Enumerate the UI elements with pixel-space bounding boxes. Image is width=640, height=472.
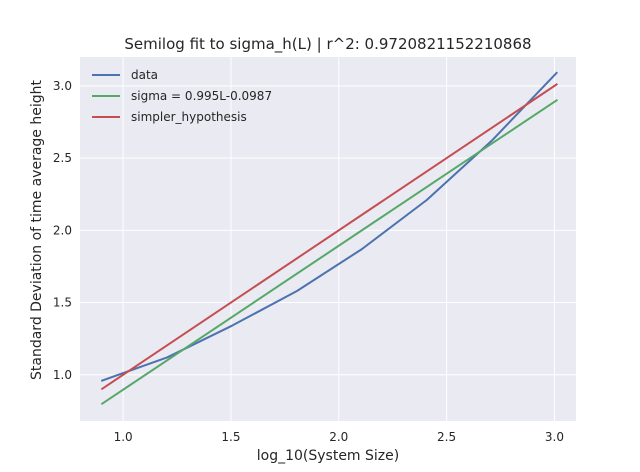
legend-label-1: sigma = 0.995L-0.0987 [131,89,272,103]
x-tick-label: 1.5 [221,430,240,444]
legend: data sigma = 0.995L-0.0987 simpler_hypothe… [92,68,272,124]
plot-background [80,57,576,421]
legend-label-0: data [131,68,158,82]
x-axis-label: log_10(System Size) [257,448,399,464]
series-line-2 [100,83,558,391]
y-tick-labels: 1.0 1.5 2.0 2.5 3.0 [53,79,72,382]
y-tick-label: 1.5 [53,296,72,310]
y-tick-label: 3.0 [53,79,72,93]
x-tick-labels: 1.0 1.5 2.0 2.5 3.0 [114,430,564,444]
y-axis-label: Standard Deviation of time average heigh… [29,80,45,380]
legend-label-2: simpler_hypothesis [131,110,247,124]
grid [80,57,576,421]
x-tick-label: 3.0 [545,430,564,444]
chart-title: Semilog fit to sigma_h(L) | r^2: 0.97208… [124,35,531,54]
series-line-1 [100,98,558,406]
series-lines [100,71,559,406]
y-tick-label: 2.0 [53,223,72,237]
y-tick-label: 1.0 [53,368,72,382]
x-tick-label: 2.5 [437,430,456,444]
y-tick-label: 2.5 [53,151,72,165]
x-tick-label: 1.0 [114,430,133,444]
x-tick-label: 2.0 [329,430,348,444]
